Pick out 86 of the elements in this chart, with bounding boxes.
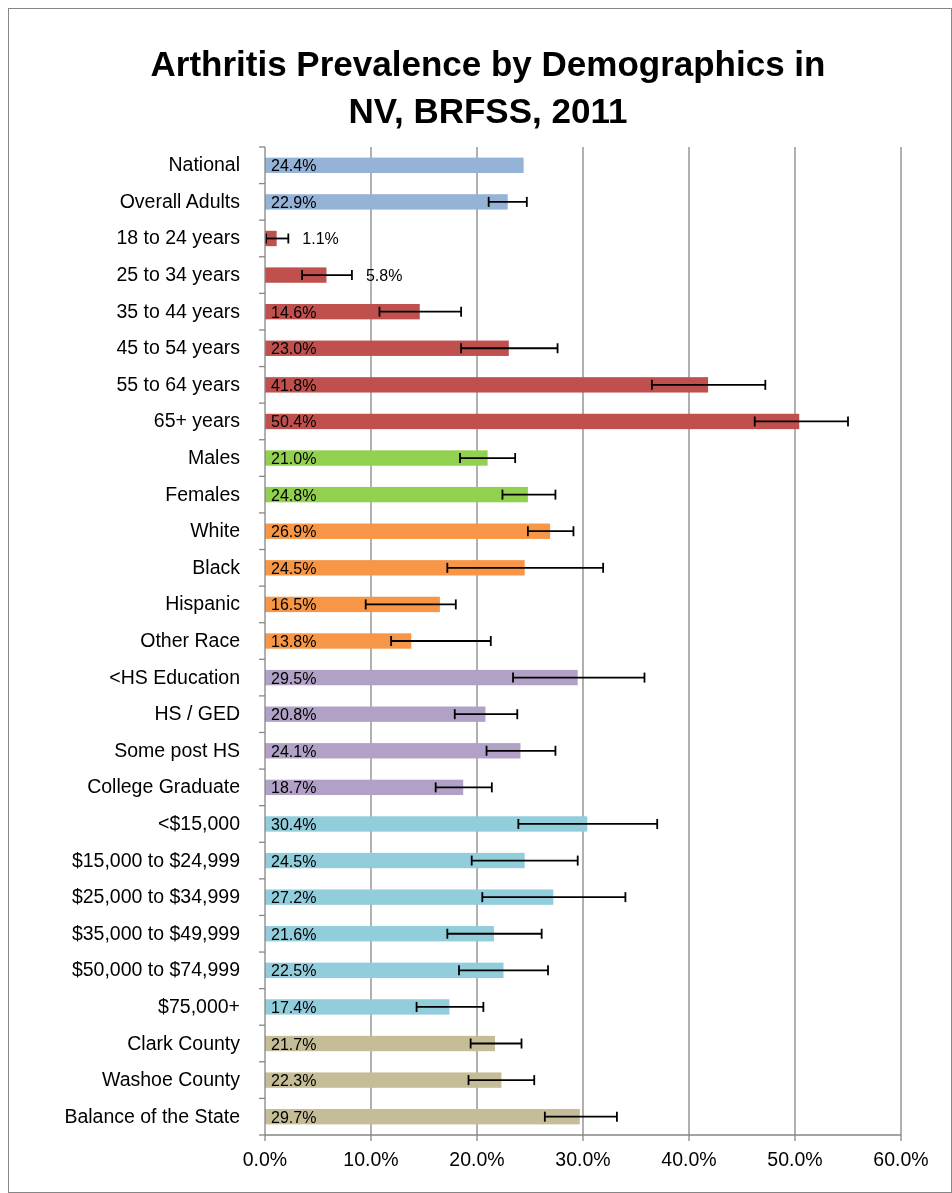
data-label: 21.6% [271,925,317,943]
y-tick-label: HS / GED [154,702,240,725]
data-label: 5.8% [365,267,403,285]
x-tick-label: 10.0% [343,1148,399,1170]
data-label: 26.9% [271,523,317,541]
bar [265,340,509,356]
bar [265,1072,502,1088]
y-tick-label: Washoe County [101,1068,241,1091]
data-label: 22.9% [271,193,317,211]
data-label: 21.7% [271,1035,317,1053]
bar [265,852,525,869]
y-tick-label: 18 to 24 years [116,226,241,249]
data-label: 17.4% [271,998,317,1016]
data-label: 18.7% [271,779,317,797]
bar [265,926,494,942]
bar [265,633,412,649]
bar [265,267,327,283]
data-label: 21.0% [271,450,317,468]
y-tick-label: National [168,153,240,176]
bar [265,743,521,759]
y-tick-label: Overall Adults [119,189,241,212]
data-label: 13.8% [271,633,317,650]
y-tick-label: $25,000 to $34,999 [71,885,240,908]
bar [265,669,578,686]
y-tick-label: $35,000 to $49,999 [71,921,240,944]
y-tick-label: 35 to 44 years [116,299,241,322]
bar [265,889,554,905]
data-label: 30.4% [271,815,317,833]
data-label: 24.1% [271,742,317,760]
data-label: 41.8% [271,376,317,394]
data-label: 16.5% [271,596,317,614]
bar [265,157,524,173]
x-tick-label: 20.0% [449,1148,505,1170]
chart-title: Arthritis Prevalence by Demographics in NV, BRFSS, 2011 [150,44,826,130]
bar [265,962,504,979]
y-tick-label: Hispanic [165,592,241,615]
y-tick-label: 65+ years [153,409,241,432]
y-tick-label: <HS Education [109,665,240,688]
y-tick-label: 45 to 54 years [116,336,241,359]
y-tick-label: $15,000 to $24,999 [71,848,240,871]
y-tick-label: Other Race [140,629,240,651]
y-tick-label: 55 to 64 years [116,372,241,395]
y-tick-label: College Graduate [87,775,240,798]
y-tick-label: Black [192,555,241,578]
bar [265,706,486,722]
bar [265,486,528,503]
x-tick-label: 0.0% [242,1148,288,1170]
bar [265,523,551,539]
bar [265,999,450,1015]
data-label: 29.7% [271,1108,317,1126]
bar [265,816,588,832]
data-label: 22.3% [271,1072,317,1090]
y-tick-label: Clark County [127,1031,241,1054]
x-tick-label: 30.0% [555,1148,611,1170]
bar [265,194,508,210]
bar [265,377,709,393]
data-label: 1.1% [302,230,339,248]
data-label: 27.2% [271,889,317,907]
y-tick-label: $75,000+ [158,994,240,1017]
y-tick-label: $50,000 to $74,999 [71,958,240,981]
bar [265,779,464,796]
data-label: 50.4% [271,413,317,431]
bar [265,560,525,576]
bar [265,1035,496,1052]
y-tick-label: Balance of the State [64,1104,240,1127]
data-label: 23.0% [271,340,317,358]
data-label: 24.5% [271,559,317,577]
x-tick-label: 60.0% [873,1148,929,1170]
data-label: 22.5% [271,962,317,980]
y-tick-label: 25 to 34 years [116,263,241,286]
y-tick-label: White [190,519,240,542]
y-tick-label: Some post HS [114,738,240,761]
data-label: 24.4% [271,157,317,175]
y-tick-label: <$15,000 [158,811,241,834]
data-label: 29.5% [271,669,317,687]
bar [265,450,488,466]
data-label: 20.8% [271,706,317,724]
bar [265,1109,580,1125]
data-label: 24.8% [271,486,317,504]
y-tick-label: Males [187,446,241,469]
data-label: 24.5% [271,852,317,870]
bar [265,413,800,430]
y-tick-label: Females [165,482,241,505]
x-tick-label: 40.0% [661,1148,717,1170]
x-tick-label: 50.0% [767,1148,823,1170]
data-label: 14.6% [271,303,317,321]
